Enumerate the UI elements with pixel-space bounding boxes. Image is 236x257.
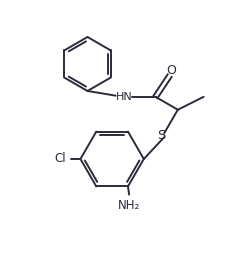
Text: NH₂: NH₂: [118, 199, 140, 212]
Text: HN: HN: [115, 92, 132, 102]
Text: S: S: [157, 129, 166, 142]
Text: O: O: [166, 64, 176, 77]
Text: Cl: Cl: [55, 152, 66, 166]
